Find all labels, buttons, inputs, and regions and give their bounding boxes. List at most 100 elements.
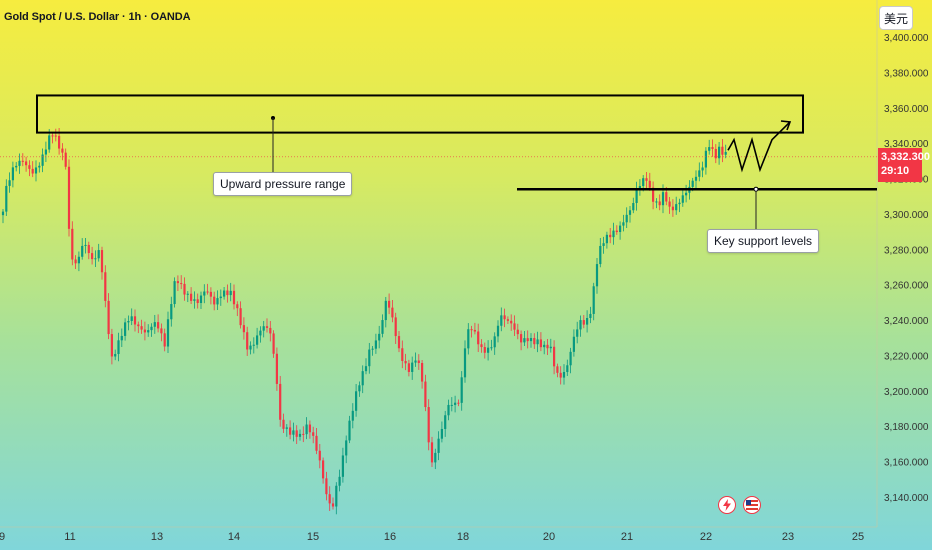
candle-body [71,228,74,260]
candle-body [249,345,252,350]
candle-body [450,404,453,406]
candle-body [315,435,318,451]
candle-body [61,148,64,153]
candle-body [87,244,90,254]
candle-body [652,187,655,202]
candle-body [259,330,262,336]
candle-body [180,283,183,285]
candle-body [8,180,11,186]
candle-body [232,290,236,305]
candle-body [18,160,21,166]
candle-body [368,349,371,367]
candle-body [318,450,321,461]
y-tick-label: 3,300.000 [884,210,929,221]
candle-body [170,304,173,320]
y-tick-label: 3,280.000 [884,245,929,256]
y-tick-label: 3,140.000 [884,493,929,504]
candle-body [444,415,447,429]
candle-body [190,293,193,301]
candle-body [81,245,84,257]
candle-body [704,150,707,168]
candle-body [298,433,302,437]
candle-body [193,299,196,301]
candle-body [397,336,401,349]
support-anchor-dot [753,186,759,192]
candle-body [282,419,285,429]
x-tick-label: 9 [0,531,5,543]
candle-body [424,381,427,408]
candle-body [48,135,51,150]
candle-body [28,165,31,169]
candle-body [110,334,113,357]
candle-body [427,407,430,443]
candle-body [536,339,539,345]
candle-body [77,256,80,264]
candle-body [404,360,407,364]
x-tick-label: 21 [621,531,633,543]
candle-body [454,402,457,405]
candle-body [483,347,486,353]
candle-body [526,338,529,342]
projection-arrowhead [780,120,792,131]
candle-body [114,354,117,357]
candle-body [559,372,562,378]
candle-body [655,201,658,203]
candle-body [58,135,61,149]
candle-body [295,430,298,437]
candle-body [724,151,727,155]
candle-body [533,337,536,345]
resistance-callout[interactable]: Upward pressure range [213,172,353,196]
candle-body [163,333,166,347]
candle-body [272,333,275,354]
y-tick-label: 3,180.000 [884,422,929,433]
candle-body [510,320,513,324]
candle-body [394,317,397,337]
flag-event-icon[interactable] [743,496,761,514]
y-tick-label: 3,340.000 [884,139,929,150]
candle-body [523,338,526,343]
support-callout[interactable]: Key support levels [707,229,820,253]
y-tick-label: 3,220.000 [884,351,929,362]
candle-body [694,176,698,181]
candle-body [196,299,199,304]
us-flag-icon [746,500,758,510]
candle-body [1,211,5,216]
candle-body [421,363,424,382]
candle-body [21,160,24,162]
candle-body [242,325,245,333]
candle-body [54,135,57,137]
candle-body [41,154,44,166]
candle-body [361,371,364,386]
lightning-event-icon[interactable] [718,496,736,514]
candle-body [117,340,120,355]
candle-body [289,427,292,435]
candle-body [341,455,344,477]
candle-body [143,329,146,333]
candle-body [133,316,137,325]
candle-body [470,329,473,331]
candle-body [698,170,701,177]
candle-body [84,244,87,246]
candle-body [556,366,559,373]
candle-body [586,318,589,325]
candle-body [203,291,206,296]
candle-body [414,360,417,363]
candle-body [675,204,678,211]
candle-body [477,331,480,345]
candle-body [381,320,384,334]
candle-body [252,344,255,346]
candle-body [246,332,249,350]
candle-body [153,322,156,327]
candle-body [619,225,622,233]
candle-body [322,460,325,479]
currency-button[interactable]: 美元 [879,6,913,30]
candle-body [407,363,410,372]
candle-body [642,178,645,187]
candle-body [147,330,150,333]
candle-body [335,485,338,507]
candle-body [589,313,592,319]
candle-body [127,321,130,323]
candle-body [67,166,71,229]
